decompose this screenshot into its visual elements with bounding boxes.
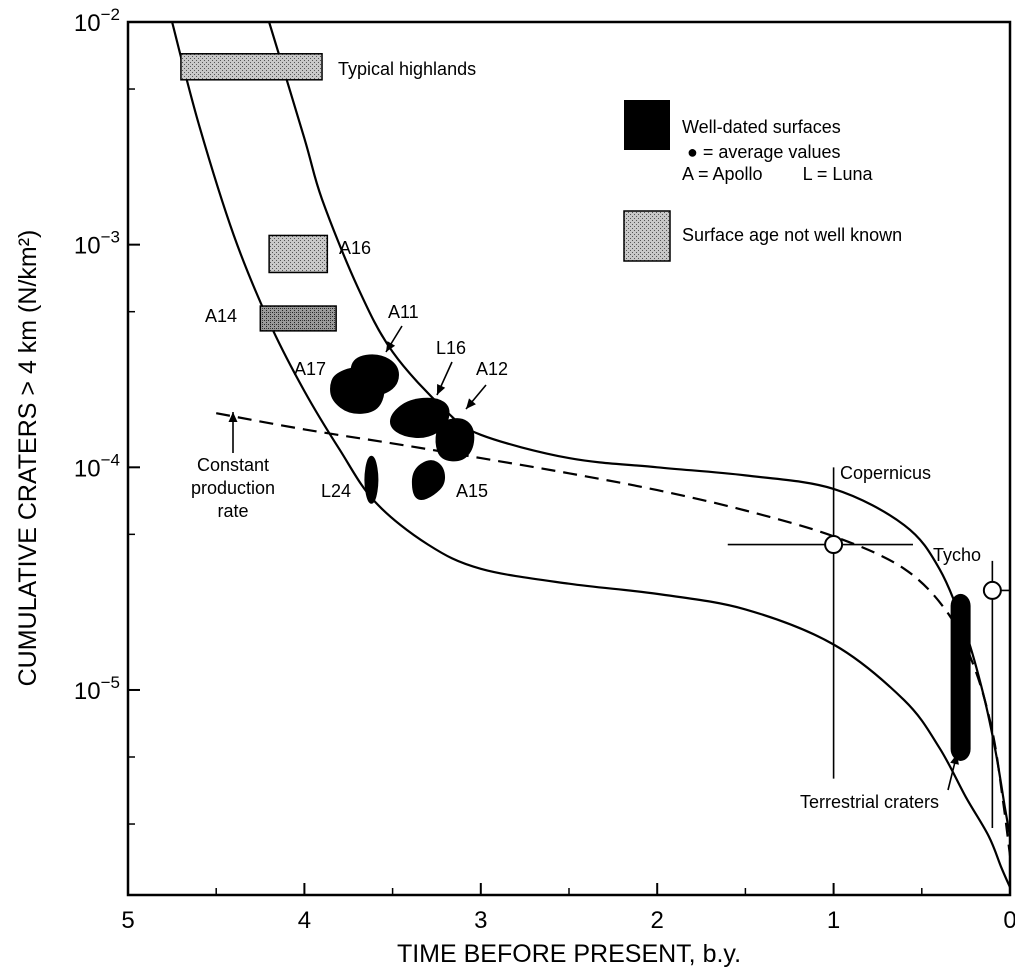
envelope-upper-curve [268,22,1010,837]
arrow-a11-head [386,341,396,352]
label-a15: A15 [456,481,488,501]
label-typical-highlands: Typical highlands [338,59,476,79]
legend: Well-dated surfaces ● = average values A… [623,100,902,262]
not-well-known-surface-typical-highlands [180,53,323,81]
legend-swatch-not-well-known [623,210,671,262]
x-tick-label-5: 5 [121,907,134,934]
legend-swatch-well-dated [624,100,670,150]
well-dated-surface-a15 [411,460,446,500]
tycho-average-point [982,580,1002,600]
label-a11: A11 [388,302,419,322]
well-dated-surface-a17 [330,367,385,414]
y-tick-label-1e−3: 10−3 [74,228,120,260]
label-a14: A14 [205,306,237,326]
label-l16: L16 [436,338,466,358]
x-tick-label-0: 0 [1003,907,1015,934]
well-dated-surface-l24 [364,455,379,504]
legend-label-well-dated: Well-dated surfaces [682,117,841,137]
envelope-lower-curve [171,22,1010,888]
not-well-known-surface-a16 [268,234,329,274]
y-tick-label-1e−2: 10−2 [74,5,120,37]
x-tick-label-4: 4 [298,907,311,934]
legend-label-not-well-known: Surface age not well known [682,225,902,245]
legend-label-apollo-luna: A = Apollo L = Luna [682,164,873,184]
label-constant-1: Constant [197,455,269,475]
label-a16: A16 [339,238,371,258]
label-constant-2: production [191,478,275,498]
label-a12: A12 [476,359,508,379]
arrow-l16-head [437,384,446,395]
label-a17: A17 [294,359,326,379]
label-constant-3: rate [217,501,248,521]
label-copernicus: Copernicus [840,463,931,483]
y-tick-label-1e−5: 10−5 [74,673,120,705]
arrow-a12-head [466,398,476,409]
copernicus-average-point [824,535,844,555]
well-dated-surface-l16 [389,397,450,439]
y-tick-label-1e−4: 10−4 [74,450,120,482]
x-tick-label-2: 2 [651,907,664,934]
not-well-known-surface-a14 [259,305,337,332]
x-axis-title: TIME BEFORE PRESENT, b.y. [397,940,741,968]
constant-production-rate-curve [216,412,1010,856]
arrow-terrestrial-craters-head [950,754,959,765]
label-terrestrial-craters: Terrestrial craters [800,792,939,812]
well-dated-surface-a12 [435,418,475,462]
arrow-constant-production-rate-head [228,412,238,422]
x-tick-label-3: 3 [474,907,487,934]
label-tycho: Tycho [933,545,981,565]
x-tick-label-1: 1 [827,907,840,934]
label-l24: L24 [321,481,351,501]
y-axis-title: CUMULATIVE CRATERS > 4 km (N/km²) [14,230,42,687]
legend-label-average-values: ● = average values [687,142,840,162]
well-dated-surface-terrestrial-craters [950,593,971,761]
